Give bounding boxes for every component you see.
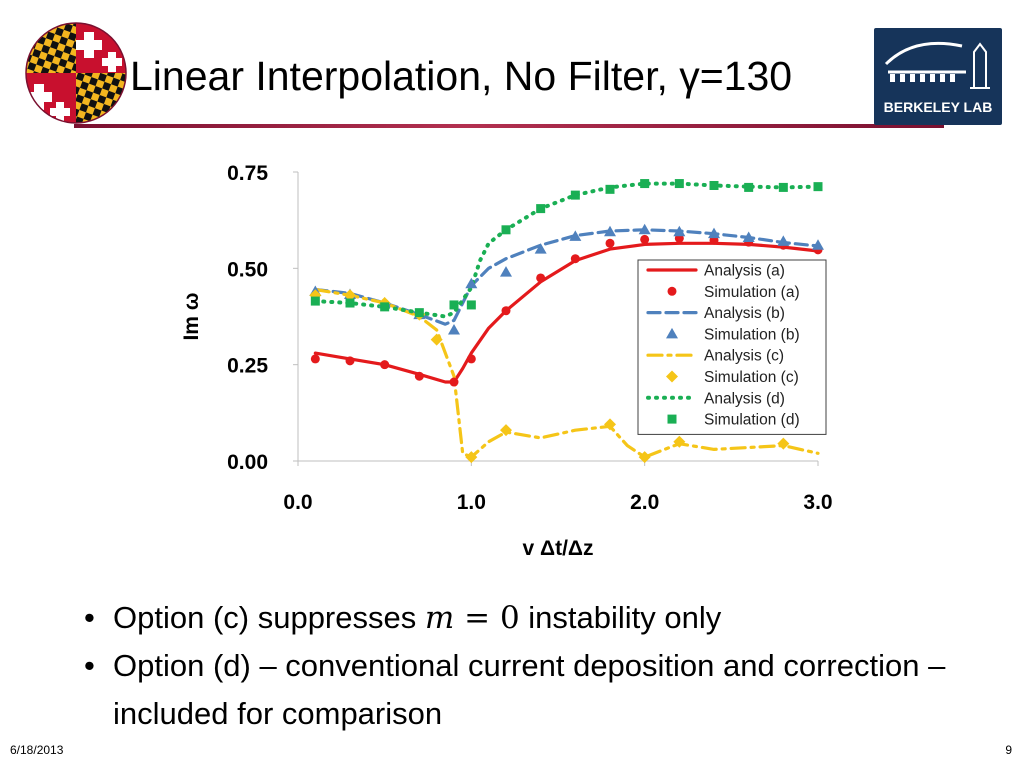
legend-label-analysis-b: Analysis (b) <box>704 305 785 322</box>
x-tick-label: 2.0 <box>630 491 659 514</box>
data-point-simulation-d <box>744 182 754 192</box>
footer-date: 6/18/2013 <box>10 743 64 757</box>
berkeley-lab-label: BERKELEY LAB <box>883 99 993 115</box>
data-point-simulation-b <box>534 243 547 254</box>
data-point-simulation-b <box>569 230 582 241</box>
data-point-simulation-b <box>500 266 512 277</box>
title-divider <box>74 124 944 128</box>
data-point-simulation-a <box>570 254 580 264</box>
maryland-flag-globe-icon <box>25 22 127 124</box>
data-point-simulation-d <box>449 300 459 310</box>
y-tick-label: 0.50 <box>227 258 268 281</box>
data-point-simulation-d <box>380 302 390 312</box>
legend-label-analysis-d: Analysis (d) <box>704 390 785 407</box>
bullet-text-prefix: Option (c) suppresses <box>113 600 425 635</box>
legend-label-analysis-a: Analysis (a) <box>704 263 785 280</box>
bullet-list: Option (c) suppresses m = 0 instability … <box>78 594 978 738</box>
legend-label-analysis-c: Analysis (c) <box>704 348 784 365</box>
data-point-simulation-d <box>501 225 511 235</box>
x-tick-label: 1.0 <box>457 491 486 514</box>
data-point-simulation-a <box>501 306 511 316</box>
data-point-simulation-b <box>448 323 460 335</box>
data-point-simulation-d <box>674 179 684 189</box>
data-point-simulation-c <box>344 289 356 302</box>
legend-label-simulation-d: Simulation (d) <box>704 412 800 429</box>
data-point-simulation-b <box>465 277 478 289</box>
data-point-simulation-d <box>536 204 546 214</box>
legend-label-simulation-a: Simulation (a) <box>704 284 800 301</box>
y-tick-label: 0.75 <box>227 162 268 185</box>
data-point-simulation-b <box>777 235 790 246</box>
data-point-simulation-b <box>638 223 651 235</box>
berkeley-lab-logo: BERKELEY LAB <box>874 28 1002 125</box>
data-point-simulation-b <box>742 231 755 243</box>
x-tick-label: 0.0 <box>283 491 312 514</box>
data-point-simulation-d <box>345 298 355 308</box>
legend-label-simulation-c: Simulation (c) <box>704 369 799 386</box>
data-point-simulation-b <box>812 239 824 250</box>
data-point-simulation-d <box>570 190 580 200</box>
data-point-simulation-c <box>465 451 478 464</box>
data-point-simulation-a <box>380 360 390 370</box>
data-point-simulation-c <box>638 451 651 464</box>
x-axis-label: v Δt/Δz <box>522 537 593 560</box>
data-point-simulation-d <box>466 300 476 310</box>
math-variable: m <box>424 600 455 636</box>
data-point-simulation-a <box>345 356 355 366</box>
data-point-simulation-b <box>604 225 616 237</box>
data-point-simulation-b <box>708 227 720 239</box>
data-point-simulation-a <box>310 354 320 364</box>
data-point-simulation-a <box>414 371 424 381</box>
bullet-text-suffix: instability only <box>519 600 722 635</box>
data-point-simulation-d <box>640 179 650 189</box>
data-point-simulation-d <box>813 182 823 192</box>
y-tick-label: 0.00 <box>227 451 268 474</box>
y-axis-label: Im ω <box>180 292 203 340</box>
data-point-simulation-a <box>605 238 615 248</box>
slide-title: Linear Interpolation, No Filter, γ=130 <box>130 53 793 99</box>
data-point-simulation-c <box>604 418 616 431</box>
data-point-simulation-a <box>449 377 459 387</box>
data-point-simulation-d <box>414 308 424 318</box>
y-tick-label: 0.25 <box>227 355 268 378</box>
berkeley-lab-building-icon <box>884 41 990 89</box>
im-omega-chart: 0.00 0.25 0.50 0.75 0.0 1.0 2.0 3.0 v Δt/Δz Im ω A… <box>180 162 833 560</box>
data-point-simulation-c <box>430 333 443 346</box>
math-expression: = 0 <box>454 600 520 636</box>
legend-swatch-simulation-c <box>666 370 678 383</box>
data-point-simulation-b <box>673 225 686 237</box>
x-tick-label: 3.0 <box>803 491 832 514</box>
data-point-simulation-d <box>310 296 320 306</box>
data-point-simulation-a <box>536 273 546 283</box>
data-point-simulation-c <box>777 437 790 450</box>
legend-label-simulation-b: Simulation (b) <box>704 326 800 343</box>
data-point-simulation-d <box>605 184 615 194</box>
bullet-item-option-d: Option (d) – conventional current deposi… <box>78 642 978 738</box>
data-point-simulation-d <box>709 180 719 190</box>
bullet-item-option-c: Option (c) suppresses m = 0 instability … <box>78 594 978 642</box>
data-point-simulation-c <box>500 424 512 437</box>
legend-swatch-simulation-b <box>666 327 678 339</box>
data-point-simulation-c <box>673 435 686 448</box>
legend-swatch-simulation-d <box>667 414 677 424</box>
legend-swatch-simulation-a <box>667 286 677 296</box>
data-point-simulation-a <box>466 354 476 364</box>
page-number: 9 <box>1005 743 1012 757</box>
data-point-simulation-d <box>778 182 788 192</box>
data-point-simulation-a <box>640 234 650 244</box>
